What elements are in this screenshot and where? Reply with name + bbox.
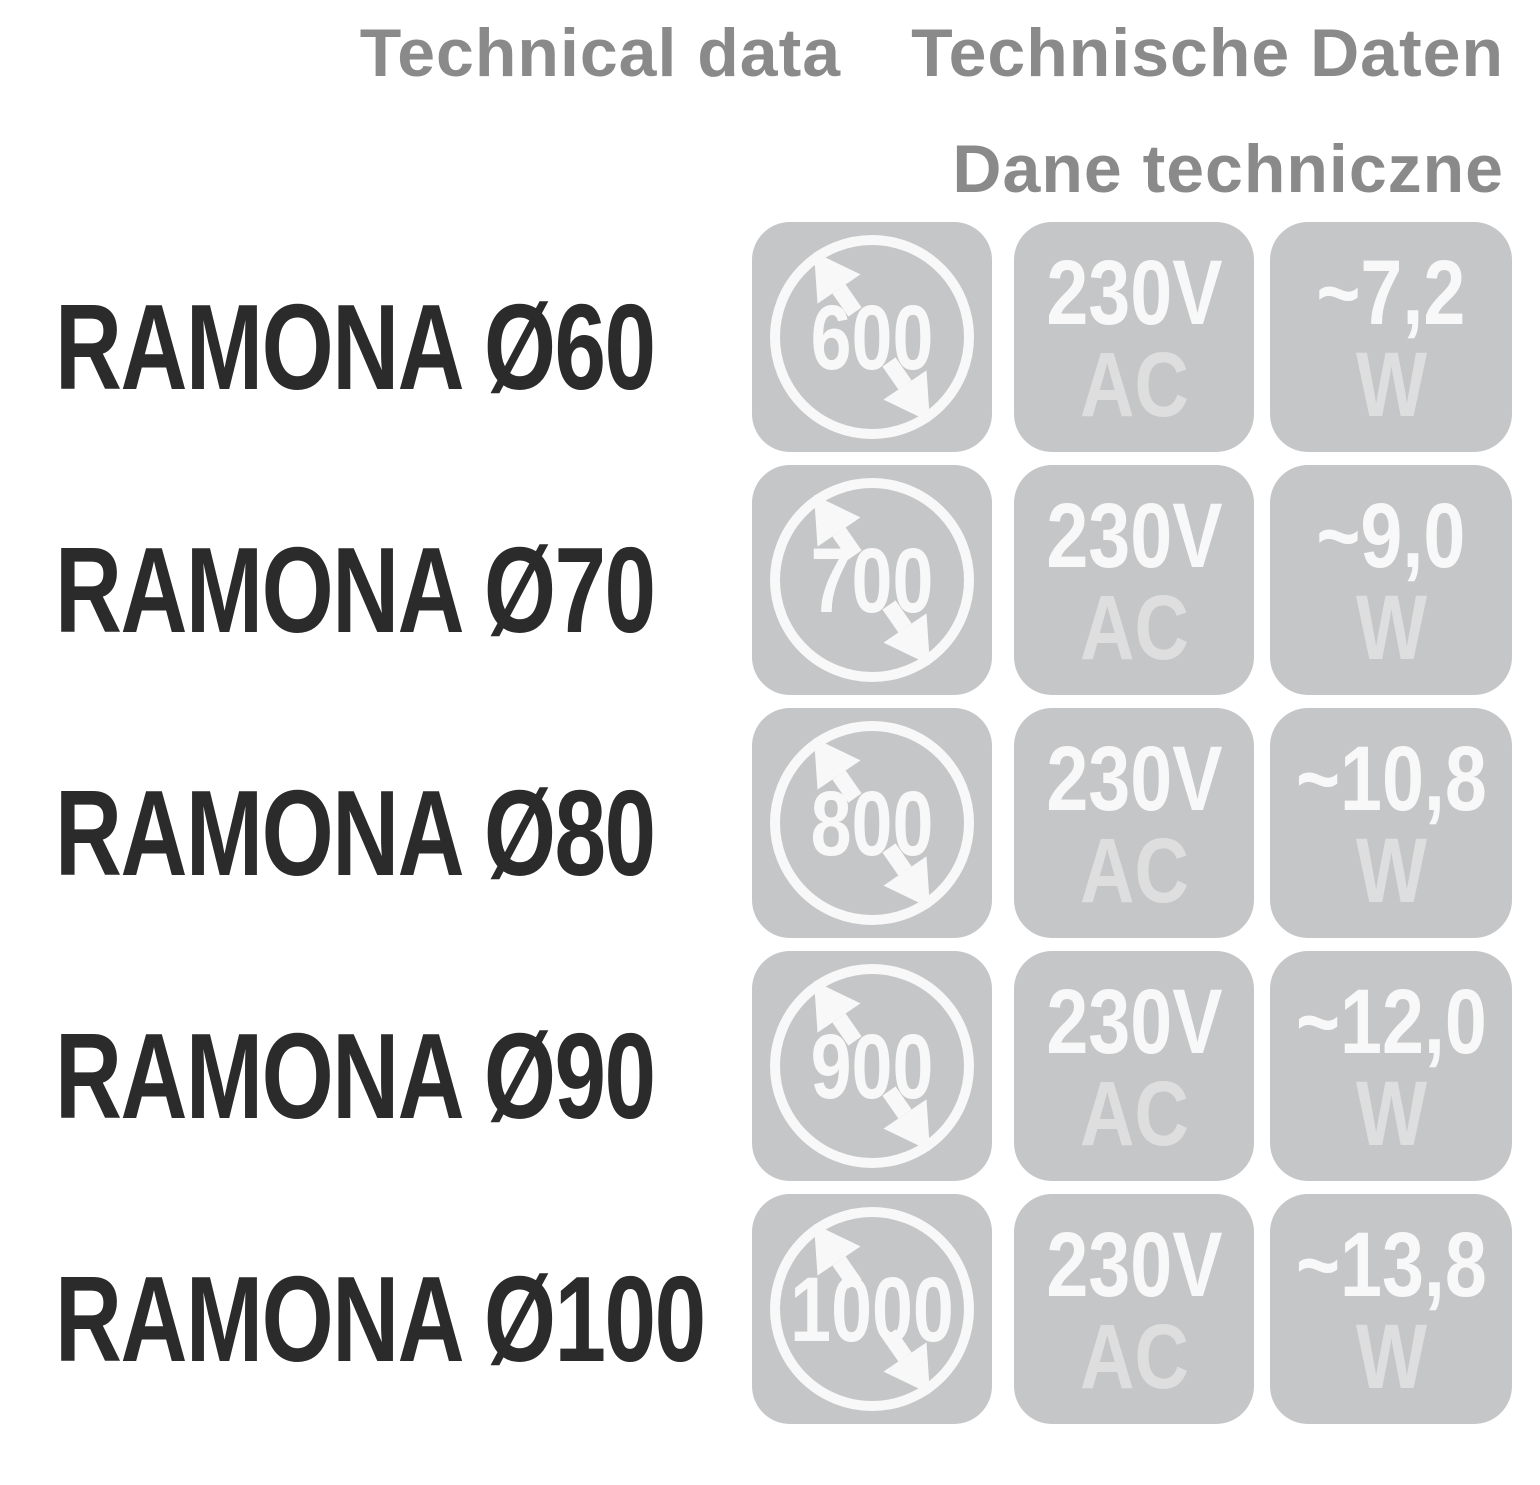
product-row-ramona-70: RAMONA Ø70 700 230V AC ~9,0 W xyxy=(0,465,1540,695)
diameter-badge: 800 xyxy=(752,708,992,938)
power-badge: ~12,0 W xyxy=(1270,951,1512,1181)
power-unit: W xyxy=(1355,820,1427,922)
diameter-arrows-icon: 800 xyxy=(770,721,974,925)
current-type: AC xyxy=(1079,577,1189,679)
power-value: ~7,2 xyxy=(1316,242,1466,344)
diameter-arrows-icon: 900 xyxy=(770,964,974,1168)
voltage-value: 230V xyxy=(1045,485,1223,587)
voltage-value: 230V xyxy=(1045,971,1223,1073)
diameter-value: 1000 xyxy=(790,1258,954,1361)
diameter-badge: 1000 xyxy=(752,1194,992,1424)
current-type: AC xyxy=(1079,1063,1189,1165)
power-unit: W xyxy=(1355,334,1427,436)
diameter-arrows-icon: 1000 xyxy=(770,1207,974,1411)
power-value: ~9,0 xyxy=(1316,485,1466,587)
header-title-en: Technical data xyxy=(359,15,842,91)
header-line-1: Technical data Technische Daten xyxy=(360,14,1504,92)
power-unit: W xyxy=(1355,1306,1427,1408)
power-value: ~13,8 xyxy=(1295,1214,1487,1316)
power-badge: ~10,8 W xyxy=(1270,708,1512,938)
current-type: AC xyxy=(1079,820,1189,922)
page-header: Technical data Technische Daten Dane tec… xyxy=(360,14,1504,208)
power-badge: ~7,2 W xyxy=(1270,222,1512,452)
product-row-ramona-80: RAMONA Ø80 800 230V AC ~10,8 W xyxy=(0,708,1540,938)
current-type: AC xyxy=(1079,1306,1189,1408)
header-line-2: Dane techniczne xyxy=(360,130,1504,208)
product-name: RAMONA Ø80 xyxy=(55,765,656,901)
product-name: RAMONA Ø100 xyxy=(55,1251,706,1387)
power-unit: W xyxy=(1355,1063,1427,1165)
header-title-de: Technische Daten xyxy=(911,15,1504,91)
voltage-value: 230V xyxy=(1045,728,1223,830)
diameter-arrows-icon: 600 xyxy=(770,235,974,439)
diameter-value: 900 xyxy=(811,1015,934,1118)
power-value: ~12,0 xyxy=(1295,971,1487,1073)
diameter-value: 800 xyxy=(811,772,934,875)
product-name: RAMONA Ø70 xyxy=(55,522,656,658)
voltage-badge: 230V AC xyxy=(1014,708,1254,938)
power-badge: ~9,0 W xyxy=(1270,465,1512,695)
power-badge: ~13,8 W xyxy=(1270,1194,1512,1424)
product-row-ramona-60: RAMONA Ø60 600 230V AC ~7,2 W xyxy=(0,222,1540,452)
power-value: ~10,8 xyxy=(1295,728,1487,830)
voltage-badge: 230V AC xyxy=(1014,1194,1254,1424)
diameter-badge: 700 xyxy=(752,465,992,695)
voltage-badge: 230V AC xyxy=(1014,465,1254,695)
voltage-value: 230V xyxy=(1045,242,1223,344)
voltage-badge: 230V AC xyxy=(1014,222,1254,452)
product-name: RAMONA Ø60 xyxy=(55,279,656,415)
current-type: AC xyxy=(1079,334,1189,436)
product-name: RAMONA Ø90 xyxy=(55,1008,656,1144)
power-unit: W xyxy=(1355,577,1427,679)
diameter-arrows-icon: 700 xyxy=(770,478,974,682)
product-row-ramona-100: RAMONA Ø100 1000 230V AC ~13,8 W xyxy=(0,1194,1540,1424)
product-row-ramona-90: RAMONA Ø90 900 230V AC ~12,0 W xyxy=(0,951,1540,1181)
diameter-value: 700 xyxy=(811,529,934,632)
voltage-value: 230V xyxy=(1045,1214,1223,1316)
diameter-value: 600 xyxy=(811,286,934,389)
voltage-badge: 230V AC xyxy=(1014,951,1254,1181)
diameter-badge: 600 xyxy=(752,222,992,452)
diameter-badge: 900 xyxy=(752,951,992,1181)
header-title-pl: Dane techniczne xyxy=(952,131,1504,207)
